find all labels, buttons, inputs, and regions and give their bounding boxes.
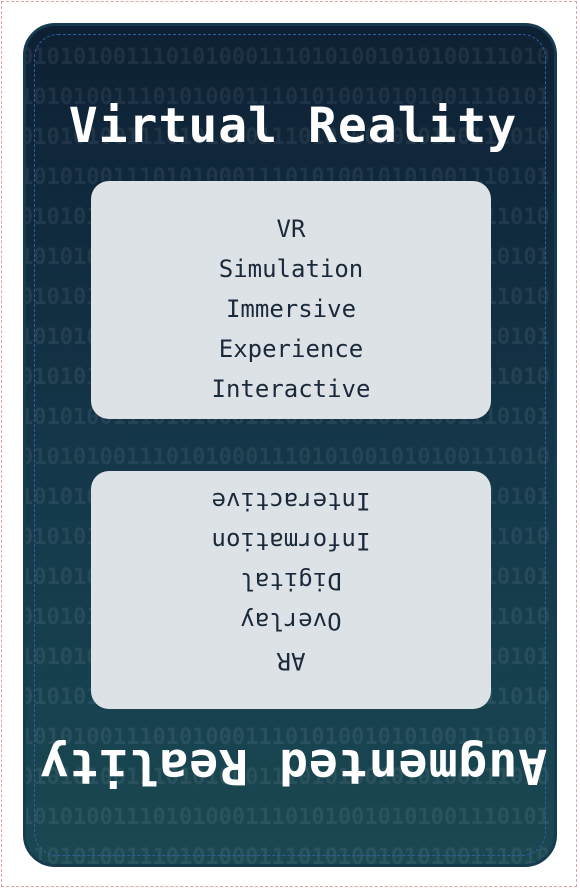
binary-row: 0101010011101010001110101001010100111010 <box>23 45 550 70</box>
vr-keyword-panel: VR Simulation Immersive Experience Inter… <box>91 181 491 419</box>
vr-keyword: Experience <box>218 335 364 363</box>
ar-keyword-panel: AR Overlay Digital Information Interacti… <box>91 471 491 709</box>
binary-row: 0101010011101010001110101001010100111010 <box>23 845 550 867</box>
vr-keyword: Interactive <box>211 375 371 403</box>
vr-keyword: VR <box>276 215 306 243</box>
binary-row: 1010100111010100011101010010101001110101 <box>23 805 550 830</box>
vr-title: Virtual Reality <box>68 98 518 154</box>
vr-keyword: Immersive <box>225 295 357 323</box>
ar-keyword: Interactive <box>211 487 371 515</box>
card-inner-border <box>34 34 546 856</box>
ar-keyword: Overlay <box>240 607 342 635</box>
binary-row: 0101010011101010001110101001010100111010 <box>23 125 550 150</box>
vr-keyword: Simulation <box>218 255 364 283</box>
ar-keyword: Information <box>211 527 371 555</box>
ar-keyword: Digital <box>240 567 342 595</box>
vr-ar-card: 0101010011101010001110101001010100111010… <box>23 23 557 867</box>
binary-row: 0101010011101010001110101001010100111010 <box>23 765 550 790</box>
ar-title: Augmented Reality <box>38 738 548 794</box>
binary-row: 0101010011101010001110101001010100111010 <box>23 445 550 470</box>
binary-row: 1010100111010100011101010010101001110101 <box>23 725 550 750</box>
ar-keyword: AR <box>276 647 306 675</box>
binary-row: 1010100111010100011101010010101001110101 <box>23 85 550 110</box>
